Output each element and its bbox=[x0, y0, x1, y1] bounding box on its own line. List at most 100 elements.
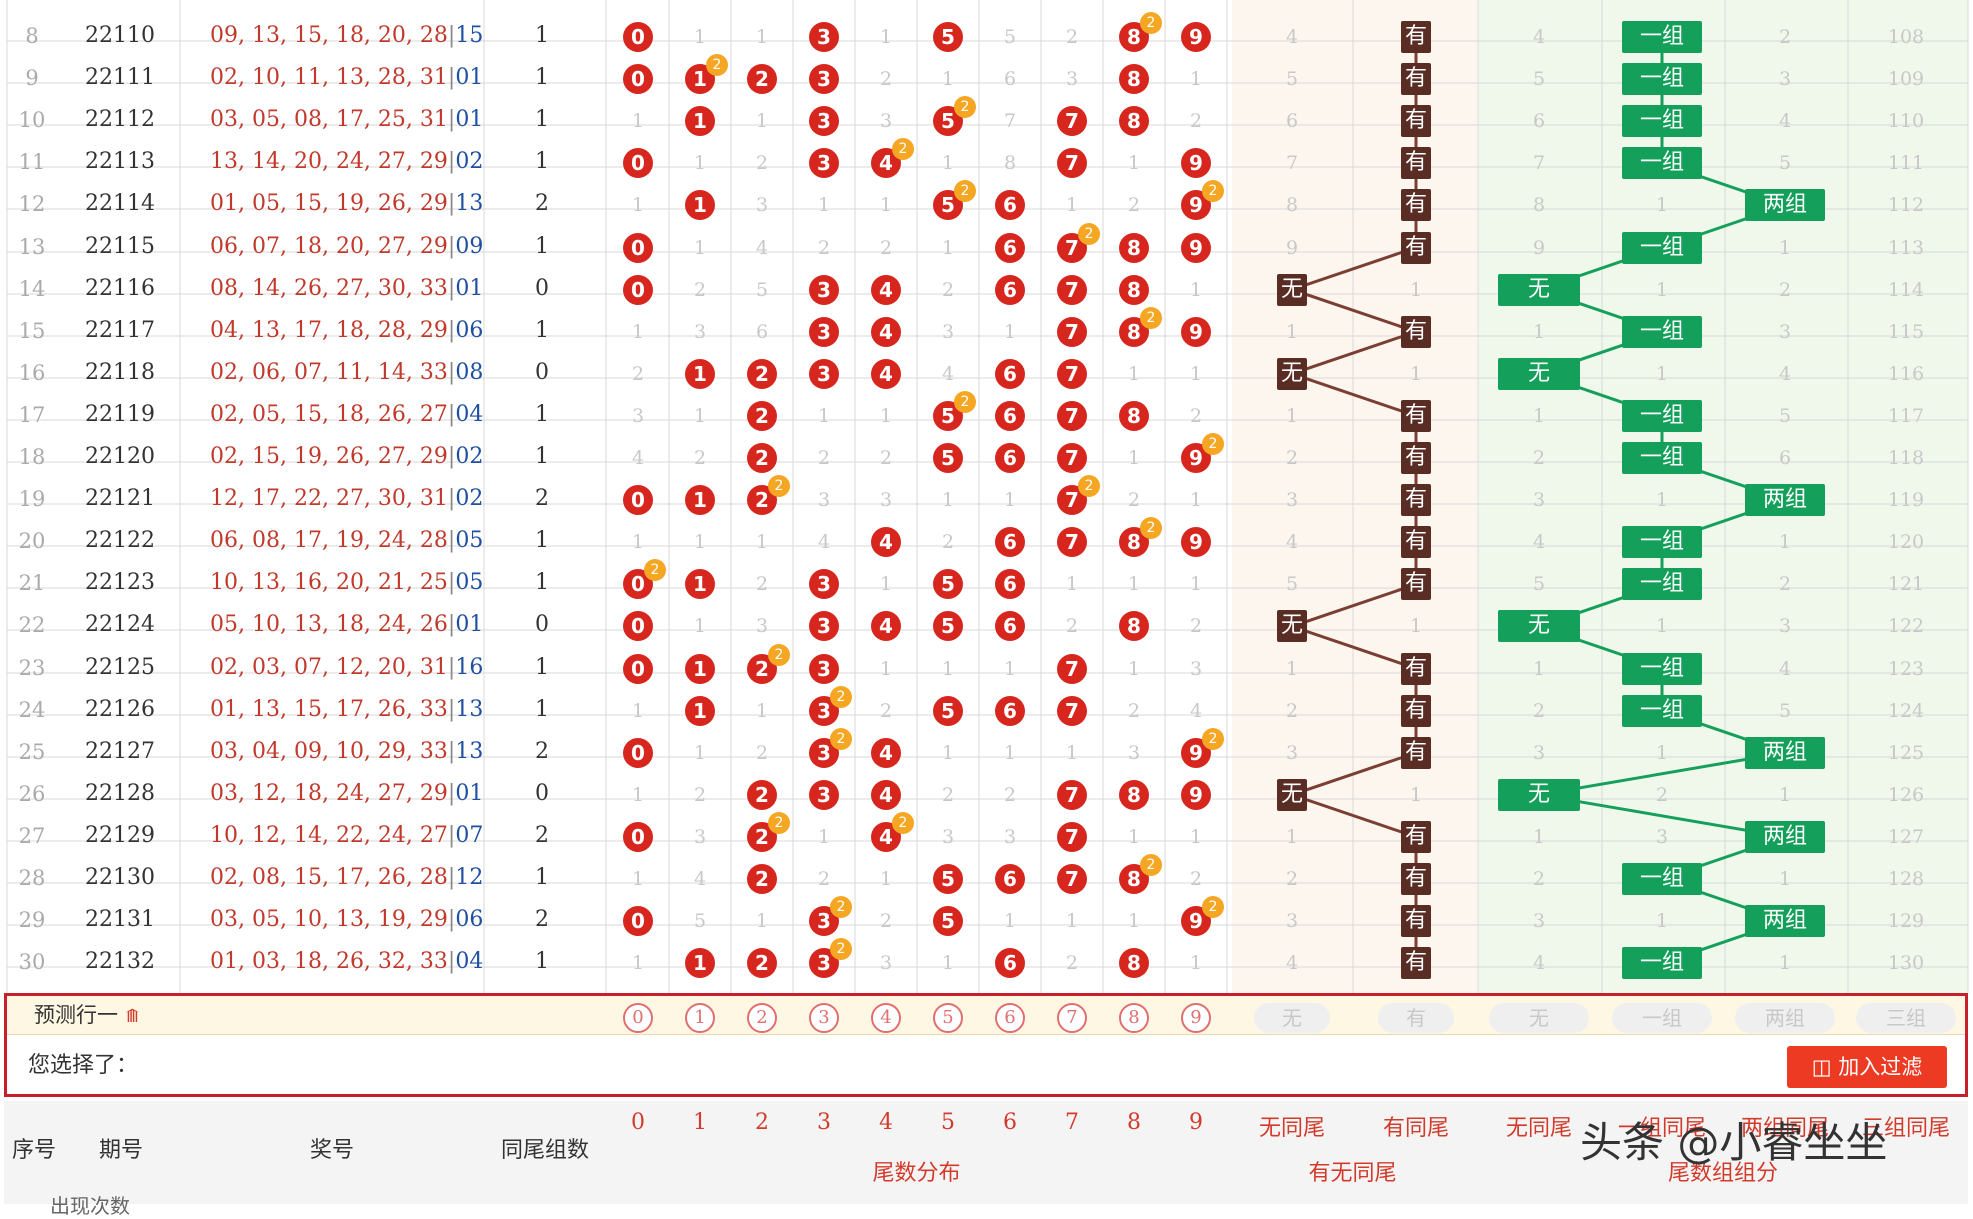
tail-ball[interactable]: 7 bbox=[1057, 400, 1087, 431]
predict-group-0[interactable]: 无 bbox=[1489, 1003, 1589, 1033]
predict-digit-7[interactable]: 7 bbox=[1057, 1003, 1087, 1033]
predict-same-1[interactable]: 有 bbox=[1378, 1003, 1454, 1033]
tail-ball[interactable]: 0 bbox=[623, 274, 653, 305]
tail-ball[interactable]: 0 bbox=[623, 653, 653, 684]
tail-ball[interactable]: 9 bbox=[1181, 316, 1211, 347]
tail-ball[interactable]: 8 bbox=[1119, 400, 1149, 431]
tail-ball[interactable]: 8 bbox=[1119, 948, 1149, 979]
tail-ball[interactable]: 9 bbox=[1181, 779, 1211, 810]
tail-ball[interactable]: 3 bbox=[809, 569, 839, 600]
tail-ball[interactable]: 6 bbox=[995, 569, 1025, 600]
tail-ball[interactable]: 9 bbox=[1181, 906, 1211, 937]
tail-ball[interactable]: 1 bbox=[685, 569, 715, 600]
tail-ball[interactable]: 7 bbox=[1057, 527, 1087, 558]
tail-ball[interactable]: 3 bbox=[809, 274, 839, 305]
tail-ball[interactable]: 6 bbox=[995, 443, 1025, 473]
add-filter-button[interactable]: ◫ 加入过滤 bbox=[1787, 1046, 1947, 1088]
tail-ball[interactable]: 0 bbox=[623, 906, 653, 937]
tail-ball[interactable]: 9 bbox=[1181, 148, 1211, 179]
tail-ball[interactable]: 8 bbox=[1119, 106, 1149, 137]
tail-ball[interactable]: 3 bbox=[809, 653, 839, 684]
predict-digit-4[interactable]: 4 bbox=[871, 1003, 901, 1033]
predict-row-label[interactable]: 预测行一 ⟰ bbox=[34, 1003, 140, 1027]
tail-ball[interactable]: 8 bbox=[1119, 274, 1149, 305]
tail-ball[interactable]: 9 bbox=[1181, 190, 1211, 221]
tail-ball[interactable]: 0 bbox=[623, 611, 653, 642]
tail-ball[interactable]: 1 bbox=[685, 653, 715, 684]
tail-ball[interactable]: 4 bbox=[871, 821, 901, 852]
predict-digit-9[interactable]: 9 bbox=[1181, 1003, 1211, 1033]
tail-ball[interactable]: 2 bbox=[747, 443, 777, 473]
tail-ball[interactable]: 1 bbox=[685, 948, 715, 979]
tail-ball[interactable]: 3 bbox=[809, 148, 839, 179]
tail-ball[interactable]: 7 bbox=[1057, 148, 1087, 179]
tail-ball[interactable]: 5 bbox=[933, 443, 963, 473]
tail-ball[interactable]: 6 bbox=[995, 274, 1025, 305]
tail-ball[interactable]: 7 bbox=[1057, 232, 1087, 263]
tail-ball[interactable]: 2 bbox=[747, 64, 777, 95]
tail-ball[interactable]: 1 bbox=[685, 358, 715, 389]
tail-ball[interactable]: 6 bbox=[995, 232, 1025, 263]
tail-ball[interactable]: 5 bbox=[933, 611, 963, 642]
tail-ball[interactable]: 2 bbox=[747, 358, 777, 389]
tail-ball[interactable]: 8 bbox=[1119, 611, 1149, 642]
tail-ball[interactable]: 4 bbox=[871, 737, 901, 768]
tail-ball[interactable]: 7 bbox=[1057, 821, 1087, 852]
tail-ball[interactable]: 4 bbox=[871, 358, 901, 389]
tail-ball[interactable]: 7 bbox=[1057, 358, 1087, 389]
tail-ball[interactable]: 3 bbox=[809, 316, 839, 347]
tail-ball[interactable]: 3 bbox=[809, 611, 839, 642]
tail-ball[interactable]: 2 bbox=[747, 400, 777, 431]
predict-digit-0[interactable]: 0 bbox=[623, 1003, 653, 1033]
tail-ball[interactable]: 9 bbox=[1181, 232, 1211, 263]
predict-digit-1[interactable]: 1 bbox=[685, 1003, 715, 1033]
predict-same-0[interactable]: 无 bbox=[1254, 1003, 1330, 1033]
tail-ball[interactable]: 5 bbox=[933, 695, 963, 726]
tail-ball[interactable]: 0 bbox=[623, 485, 653, 516]
tail-ball[interactable]: 6 bbox=[995, 611, 1025, 642]
tail-ball[interactable]: 2 bbox=[747, 864, 777, 894]
predict-digit-2[interactable]: 2 bbox=[747, 1003, 777, 1033]
tail-ball[interactable]: 5 bbox=[933, 569, 963, 600]
tail-ball[interactable]: 9 bbox=[1181, 22, 1211, 52]
tail-ball[interactable]: 4 bbox=[871, 611, 901, 642]
tail-ball[interactable]: 7 bbox=[1057, 864, 1087, 894]
tail-ball[interactable]: 2 bbox=[747, 948, 777, 979]
tail-ball[interactable]: 1 bbox=[685, 106, 715, 137]
tail-ball[interactable]: 2 bbox=[747, 485, 777, 516]
tail-ball[interactable]: 8 bbox=[1119, 232, 1149, 263]
tail-ball[interactable]: 5 bbox=[933, 864, 963, 894]
predict-group-1[interactable]: 一组 bbox=[1612, 1003, 1712, 1033]
tail-ball[interactable]: 4 bbox=[871, 527, 901, 558]
tail-ball[interactable]: 1 bbox=[685, 190, 715, 221]
tail-ball[interactable]: 6 bbox=[995, 948, 1025, 979]
tail-ball[interactable]: 7 bbox=[1057, 443, 1087, 473]
tail-ball[interactable]: 0 bbox=[623, 232, 653, 263]
predict-group-3[interactable]: 三组 bbox=[1856, 1003, 1956, 1033]
tail-ball[interactable]: 7 bbox=[1057, 274, 1087, 305]
tail-ball[interactable]: 0 bbox=[623, 737, 653, 768]
tail-ball[interactable]: 8 bbox=[1119, 779, 1149, 810]
tail-ball[interactable]: 7 bbox=[1057, 106, 1087, 137]
tail-ball[interactable]: 6 bbox=[995, 400, 1025, 431]
tail-ball[interactable]: 9 bbox=[1181, 527, 1211, 558]
tail-ball[interactable]: 6 bbox=[995, 527, 1025, 558]
tail-ball[interactable]: 3 bbox=[809, 64, 839, 95]
tail-ball[interactable]: 1 bbox=[685, 485, 715, 516]
tail-ball[interactable]: 7 bbox=[1057, 316, 1087, 347]
tail-ball[interactable]: 5 bbox=[933, 22, 963, 52]
tail-ball[interactable]: 6 bbox=[995, 864, 1025, 894]
tail-ball[interactable]: 0 bbox=[623, 148, 653, 179]
tail-ball[interactable]: 3 bbox=[809, 779, 839, 810]
tail-ball[interactable]: 3 bbox=[809, 106, 839, 137]
predict-group-2[interactable]: 两组 bbox=[1735, 1003, 1835, 1033]
predict-digit-5[interactable]: 5 bbox=[933, 1003, 963, 1033]
tail-ball[interactable]: 7 bbox=[1057, 653, 1087, 684]
tail-ball[interactable]: 4 bbox=[871, 316, 901, 347]
predict-digit-6[interactable]: 6 bbox=[995, 1003, 1025, 1033]
tail-ball[interactable]: 6 bbox=[995, 358, 1025, 389]
tail-ball[interactable]: 1 bbox=[685, 695, 715, 726]
predict-digit-3[interactable]: 3 bbox=[809, 1003, 839, 1033]
tail-ball[interactable]: 4 bbox=[871, 779, 901, 810]
tail-ball[interactable]: 7 bbox=[1057, 779, 1087, 810]
